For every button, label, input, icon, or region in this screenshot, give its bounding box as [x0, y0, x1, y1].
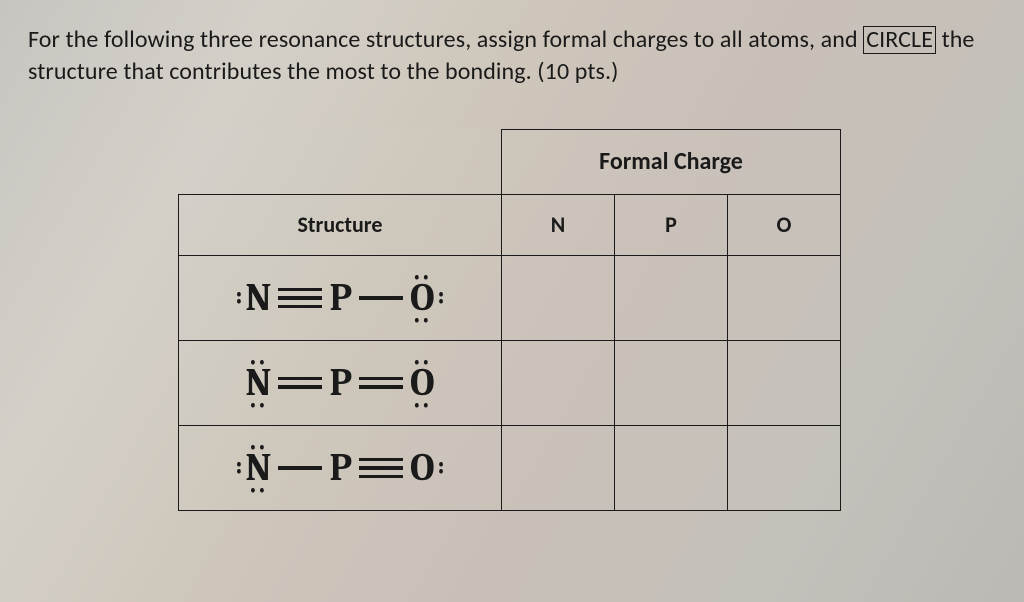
double-bond [359, 377, 403, 389]
atom-O: O•••••• [409, 279, 436, 317]
formal-charge-table: Formal ChargeStructureNPON••PO••••••N•••… [178, 129, 841, 511]
cell-N [502, 255, 615, 340]
col-P: P [615, 194, 728, 255]
cell-O [728, 425, 841, 510]
table-row: N•••• P O•••• [179, 340, 841, 425]
table-row: N•• P O•••••• [179, 255, 841, 340]
cell-P [615, 340, 728, 425]
table-row: N•••••• P O•• [179, 425, 841, 510]
structure-cell: N•••• P O•••• [179, 340, 502, 425]
structure-cell: N•• P O•••••• [179, 255, 502, 340]
cell-N [502, 425, 615, 510]
question-part1: For the following three resonance struct… [28, 25, 863, 54]
question-text: For the following three resonance struct… [28, 24, 996, 89]
atom-N: N•••• [244, 364, 272, 402]
double-bond [278, 377, 322, 389]
atom-N: N•••••• [244, 449, 272, 487]
circle-word: CIRCLE [863, 26, 936, 54]
cell-P [615, 425, 728, 510]
atom-P: P [328, 364, 353, 402]
single-bond [278, 466, 322, 470]
cell-O [728, 340, 841, 425]
triple-bond [359, 458, 403, 479]
atom-O: O•• [409, 449, 436, 487]
cell-N [502, 340, 615, 425]
col-O: O [728, 194, 841, 255]
atom-O: O•••• [409, 364, 436, 402]
single-bond [359, 296, 403, 300]
triple-bond [278, 288, 322, 309]
atom-N: N•• [244, 279, 272, 317]
cell-P [615, 255, 728, 340]
structure-cell: N•••••• P O•• [179, 425, 502, 510]
structure-header: Structure [179, 194, 502, 255]
formal-charge-header: Formal Charge [502, 129, 841, 194]
col-N: N [502, 194, 615, 255]
cell-O [728, 255, 841, 340]
atom-P: P [328, 449, 353, 487]
atom-P: P [328, 279, 353, 317]
